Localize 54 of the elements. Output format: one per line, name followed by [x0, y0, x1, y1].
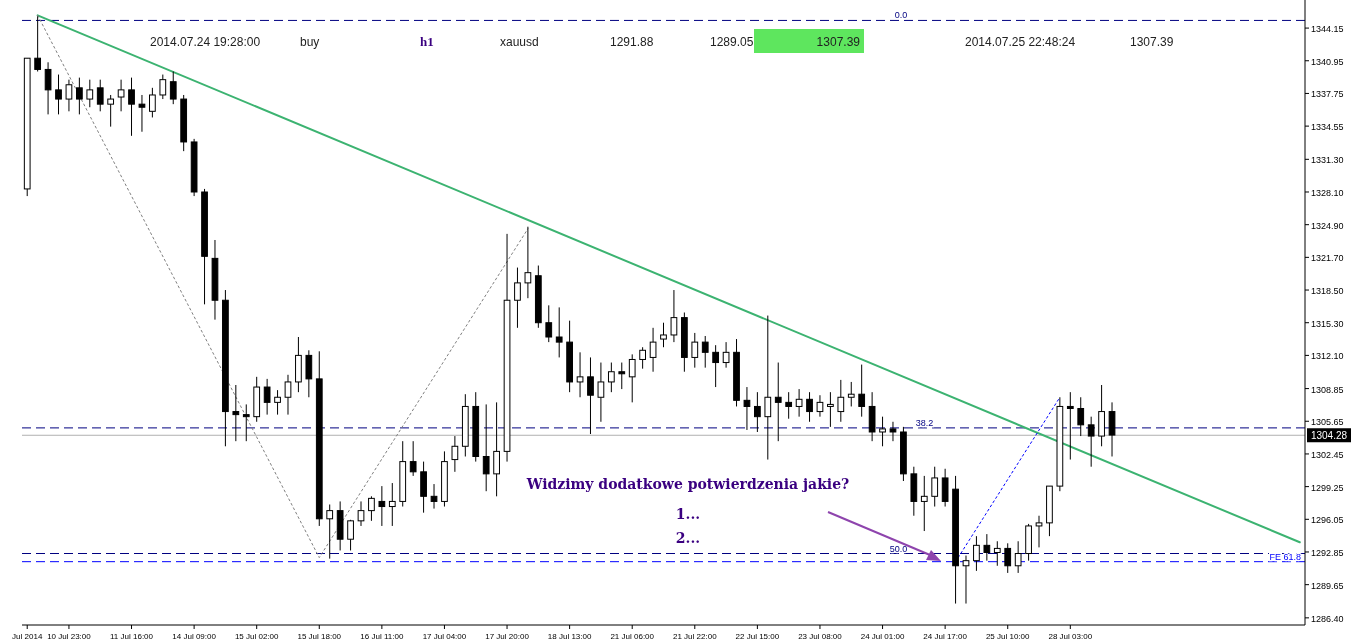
y-tick-label: 1337.75: [1311, 89, 1344, 100]
y-tick-label: 1296.05: [1311, 515, 1344, 526]
annotation: Widzimy dodatkowe potwierdzenia jakie?: [525, 476, 850, 492]
annotation: 1291.88: [610, 35, 654, 49]
annotation: 1289.05: [710, 35, 754, 49]
y-tick-label: 1305.65: [1311, 417, 1344, 428]
annotation: 50.0: [889, 543, 908, 554]
annotation: 2014.07.24 19:28:00: [150, 35, 261, 49]
x-tick-label: 21 Jul 06:00: [610, 632, 655, 641]
x-tick-label: 25 Jul 10:00: [985, 632, 1031, 641]
y-tick-label: 1331.30: [1311, 155, 1344, 166]
annotation: 1307.39: [1130, 35, 1174, 49]
ref-line-label: 1304.28: [1310, 430, 1348, 442]
y-tick-label: 1328.10: [1311, 187, 1344, 198]
x-tick-label: 22 Jul 15:00: [735, 632, 780, 641]
y-tick-label: 1308.85: [1311, 384, 1344, 395]
annotation: 38.2: [915, 417, 934, 428]
x-tick-label: 16 Jul 11:00: [360, 632, 404, 641]
annotation: 0.0: [894, 10, 908, 21]
x-tick-label: 17 Jul 20:00: [485, 632, 530, 641]
x-tick-label: 11 Jul 16:00: [110, 632, 154, 641]
y-tick-label: 1299.25: [1311, 482, 1344, 493]
y-tick-label: 1315.30: [1311, 318, 1344, 329]
annotation: xauusd: [500, 35, 539, 49]
annotation: 2014.07.25 22:48:24: [965, 35, 1076, 49]
y-tick-label: 1312.10: [1311, 351, 1344, 362]
y-tick-label: 1321.70: [1311, 253, 1344, 264]
y-tick-label: 1302.45: [1311, 449, 1344, 460]
x-tick-label: 17 Jul 04:00: [422, 632, 467, 641]
annotation: 2...: [675, 530, 701, 546]
x-tick-label: 23 Jul 08:00: [798, 632, 843, 641]
x-tick-label: 21 Jul 22:00: [673, 632, 718, 641]
y-tick-label: 1344.15: [1311, 24, 1344, 35]
x-tick-label: 28 Jul 03:00: [1048, 632, 1093, 641]
annotation: 1307.39: [816, 35, 861, 49]
x-tick-label: 15 Jul 02:00: [234, 632, 280, 641]
y-tick-label: 1334.55: [1311, 122, 1344, 133]
x-tick-label: 24 Jul 17:00: [923, 632, 968, 641]
y-tick-label: 1292.85: [1311, 547, 1344, 558]
y-tick-label: 1289.65: [1311, 580, 1344, 591]
annotation: buy: [300, 35, 320, 49]
annotation: FE 61.8: [1269, 551, 1301, 562]
x-tick-label: 10 Jul 23:00: [47, 632, 92, 641]
y-tick-label: 1324.90: [1311, 220, 1344, 231]
x-tick-label: 15 Jul 18:00: [297, 632, 342, 641]
y-tick-label: 1318.50: [1311, 286, 1344, 297]
annotation: 1...: [675, 506, 701, 522]
x-tick-label: 18 Jul 13:00: [547, 632, 592, 641]
y-tick-label: 1340.95: [1311, 56, 1344, 67]
x-tick-label: Jul 2014: [12, 632, 43, 641]
y-tick-label: 1286.40: [1311, 613, 1344, 624]
x-tick-label: 14 Jul 09:00: [172, 632, 217, 641]
x-tick-label: 24 Jul 01:00: [860, 632, 905, 641]
annotation: h1: [420, 34, 434, 49]
